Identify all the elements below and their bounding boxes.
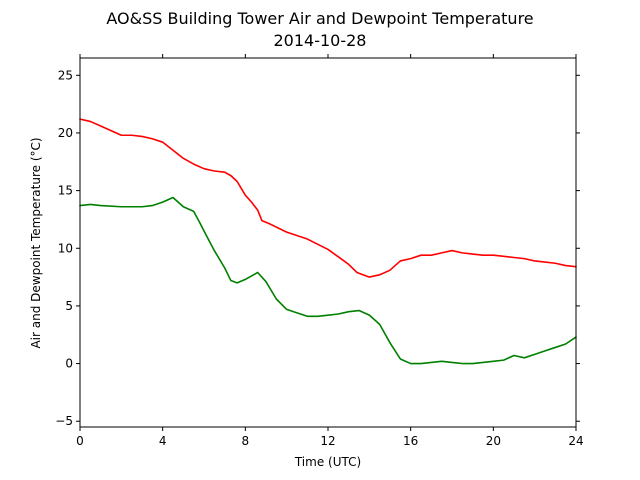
plot-frame: [79, 57, 577, 428]
series-line-air-temperature: [79, 118, 577, 278]
x-tick-label: 24: [568, 434, 583, 448]
x-tick-label: 8: [242, 434, 250, 448]
y-tick-label: 15: [58, 184, 73, 198]
x-tick-label: 20: [486, 434, 501, 448]
series-line-dewpoint-temperature: [79, 196, 577, 365]
series-layer: [79, 118, 577, 365]
y-axis-label: Air and Dewpoint Temperature (°C): [29, 137, 43, 348]
x-axis-label: Time (UTC): [294, 455, 361, 469]
y-tick-label: 20: [58, 126, 73, 140]
y-tick-label: 5: [65, 299, 73, 313]
x-tick-label: 4: [159, 434, 167, 448]
x-axis: 0 4 8 12 16 20 24: [76, 54, 584, 448]
y-tick-label: 25: [58, 68, 73, 82]
y-axis: −5 0 5 10 15 20 25: [55, 68, 580, 428]
x-tick-label: 16: [403, 434, 418, 448]
x-tick-label: 12: [320, 434, 335, 448]
chart-subtitle: 2014-10-28: [274, 31, 367, 50]
y-tick-label: 10: [58, 241, 73, 255]
chart-title: AO&SS Building Tower Air and Dewpoint Te…: [106, 9, 533, 28]
y-tick-label: 0: [65, 357, 73, 371]
y-tick-label: −5: [55, 414, 73, 428]
x-tick-label: 0: [76, 434, 84, 448]
